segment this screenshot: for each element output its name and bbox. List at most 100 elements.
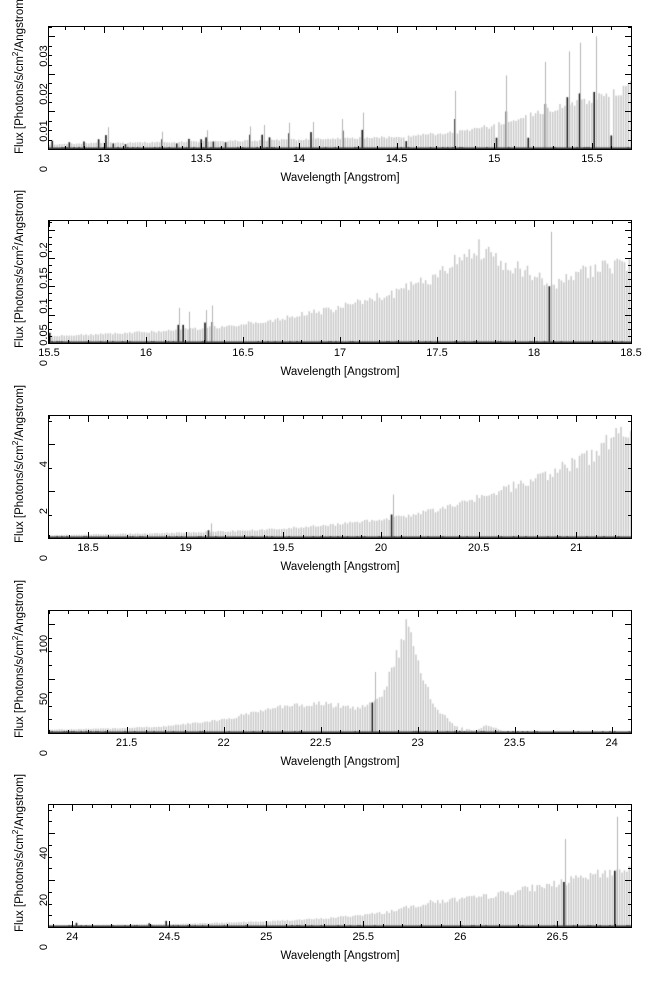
x-tick	[592, 730, 594, 733]
x-tick	[417, 340, 419, 343]
x-tick	[49, 611, 50, 614]
y-tick	[49, 514, 52, 516]
x-tick	[459, 535, 461, 538]
y-tick	[49, 491, 55, 493]
x-tick	[479, 924, 481, 927]
plot-area-4	[48, 610, 632, 734]
x-tick	[227, 924, 229, 927]
x-tick	[475, 221, 477, 224]
x-tick	[285, 924, 287, 927]
y-tick	[49, 538, 55, 539]
x-tick	[146, 611, 147, 614]
y-tick	[49, 844, 52, 846]
x-tick	[359, 611, 361, 614]
y-tick	[625, 733, 631, 734]
x-tick	[361, 535, 363, 538]
y-tick	[628, 55, 631, 57]
x-tick	[318, 27, 320, 30]
y-tick	[49, 833, 55, 835]
x-tick	[224, 535, 226, 538]
x-tick	[201, 27, 203, 33]
plot-area-1	[48, 26, 632, 150]
x-tick	[87, 221, 89, 224]
x-tick	[184, 340, 186, 343]
x-tick	[126, 340, 128, 343]
y-tick	[625, 73, 631, 75]
x-tick	[165, 340, 167, 343]
spectrum-panel-1: Flux [Photons/s/cm2/Angstrom] 13 13.5 14 14.…	[0, 0, 653, 206]
x-tick-label: 17.5	[426, 347, 448, 359]
x-tick	[456, 611, 458, 614]
x-tick	[479, 805, 481, 808]
x-tick	[631, 146, 632, 149]
x-tick-label: 13.5	[190, 153, 213, 165]
y-tick	[625, 927, 631, 928]
x-tick	[437, 221, 438, 227]
x-tick	[223, 611, 225, 617]
x-tick	[533, 146, 535, 149]
y-tick-label: 0.2	[38, 241, 50, 258]
x-tick	[244, 535, 246, 538]
x-tick	[439, 535, 441, 538]
x-tick	[64, 146, 66, 149]
x-tick	[631, 337, 632, 343]
y-tick	[49, 264, 52, 266]
x-tick	[123, 27, 125, 30]
x-tick	[227, 805, 229, 808]
y-tick	[625, 36, 631, 38]
x-tick	[262, 730, 264, 733]
x-tick-label: 17	[333, 347, 347, 359]
x-tick	[416, 146, 418, 149]
y-tick	[628, 903, 631, 905]
x-tick-label: 25.5	[352, 931, 374, 943]
y-tick	[625, 444, 631, 446]
x-tick	[596, 924, 598, 927]
x-tick	[357, 146, 359, 149]
x-tick-label: 16	[139, 347, 153, 359]
x-tick-label: 23	[411, 737, 424, 749]
y-tick	[49, 444, 55, 446]
x-tick	[107, 730, 109, 733]
spectrum-canvas-4	[49, 611, 631, 733]
y-tick	[49, 222, 52, 224]
x-tick	[437, 730, 438, 733]
x-tick	[576, 532, 578, 538]
x-tick	[499, 924, 501, 927]
y-tick	[628, 300, 631, 302]
x-tick	[421, 805, 423, 808]
y-tick	[49, 733, 55, 734]
y-tick	[625, 343, 631, 344]
y-tick	[49, 314, 55, 316]
y-tick	[628, 821, 631, 823]
y-tick	[628, 335, 631, 337]
x-tick	[378, 611, 380, 614]
x-tick-label: 25	[260, 931, 273, 943]
x-tick	[259, 27, 261, 30]
x-tick	[514, 221, 516, 224]
spectrum-canvas-5	[49, 805, 631, 927]
x-tick	[340, 221, 341, 227]
y-tick	[628, 844, 631, 846]
x-tick	[474, 27, 476, 30]
x-tick	[87, 730, 89, 733]
x-tick	[107, 416, 109, 419]
x-tick	[262, 221, 264, 224]
x-tick-label: 24	[66, 931, 79, 943]
x-tick	[456, 340, 458, 343]
x-tick	[359, 221, 361, 224]
x-tick	[398, 611, 400, 614]
x-tick	[518, 805, 520, 808]
y-tick	[628, 719, 631, 721]
y-tick	[49, 467, 52, 469]
x-tick	[184, 221, 186, 224]
x-tick	[534, 337, 535, 343]
y-tick	[625, 314, 631, 316]
x-tick	[402, 924, 404, 927]
x-tick	[181, 146, 183, 149]
x-tick	[514, 340, 516, 343]
y-tick	[628, 514, 631, 516]
x-tick	[320, 727, 322, 733]
x-tick	[611, 146, 613, 149]
x-tick-label: 14.5	[385, 153, 408, 165]
y-tick	[628, 891, 631, 893]
